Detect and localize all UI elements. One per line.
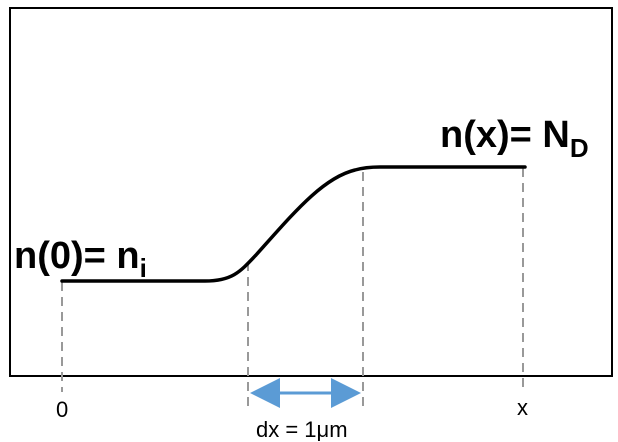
right-label: n(x)= ND [440, 114, 589, 163]
axis-x-label: x [517, 395, 528, 420]
axis-origin-label: 0 [56, 397, 68, 422]
left-label: n(0)= ni [14, 235, 147, 283]
left-label-subscript: i [140, 253, 147, 283]
plot-frame [9, 7, 613, 377]
concentration-curve [60, 165, 527, 283]
left-label-main: n(0)= n [14, 235, 140, 277]
right-label-subscript: D [570, 133, 589, 163]
right-label-main: n(x)= N [440, 114, 570, 156]
dx-label: dx = 1μm [256, 417, 348, 442]
